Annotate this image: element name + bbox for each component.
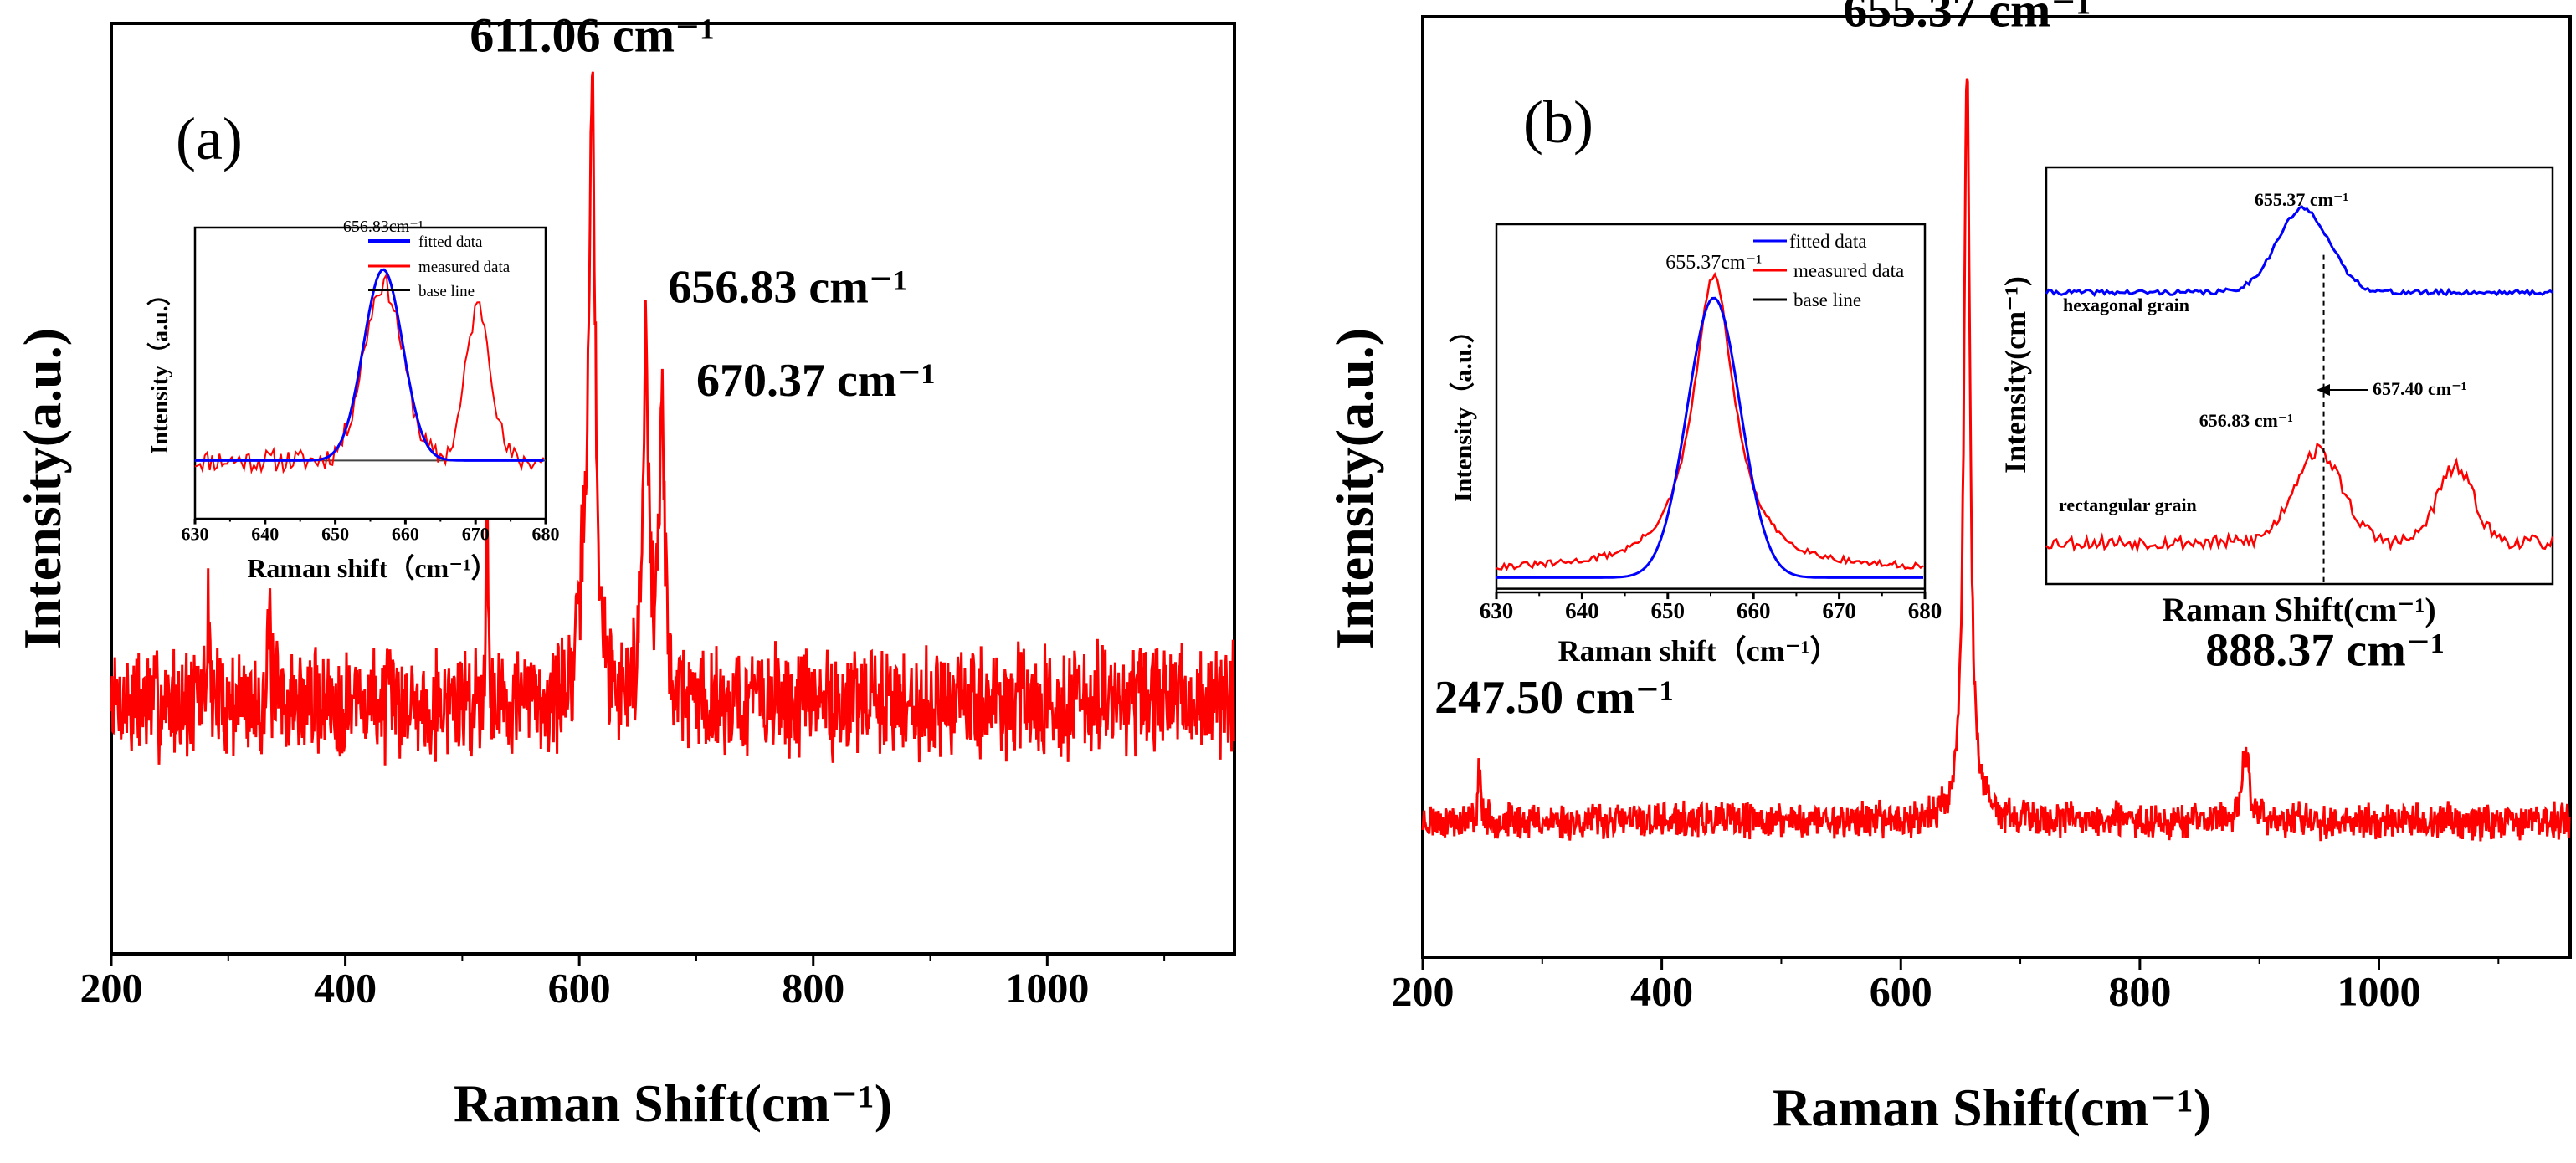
- panel-a-xlabel: Raman Shift(cm⁻¹): [454, 1073, 892, 1133]
- legend-label-measured: measured data: [418, 259, 511, 276]
- inset-b2-xlabel: Raman Shift(cm⁻¹): [2162, 591, 2436, 628]
- panel-a-annotation-656: 656.83 cm⁻¹: [668, 262, 907, 314]
- inset-b2-rectangular-line: [2045, 442, 2554, 553]
- inset-b2-label-hexagonal: hexagonal grain: [2063, 295, 2189, 315]
- inset-b1-tick-label-670: 670: [1822, 598, 1856, 623]
- inset-a-measured-line: [194, 272, 545, 475]
- inset-b1-tick-label-660: 660: [1737, 598, 1771, 623]
- panel-a-label: (a): [176, 105, 243, 172]
- inset-a-frame: [193, 226, 547, 520]
- panel-a-frame: [110, 22, 1236, 956]
- inset-b1-tick-label-640: 640: [1565, 598, 1599, 623]
- legend-b1-label-fitted: fitted data: [1789, 231, 1867, 252]
- panel-b-annotation-247: 247.50 cm⁻¹: [1434, 672, 1674, 724]
- inset-a: 630 640 650 660 670 680 656.83cm⁻¹ fitted dat…: [146, 218, 560, 583]
- panel-b-tick-label-600: 600: [1870, 968, 1932, 1015]
- panel-a-tick-label-400: 400: [314, 965, 377, 1012]
- panel-b-frame: [1421, 15, 2572, 959]
- inset-a-xlabel: Raman shift（cm⁻¹）: [247, 553, 497, 583]
- panel-b-xlabel: Raman Shift(cm⁻¹): [1773, 1078, 2211, 1137]
- inset-b2-frame: [2045, 166, 2554, 586]
- inset-a-tick-label-670: 670: [462, 523, 490, 544]
- panel-b-x-ticks: 200 400 600 800 1000: [1392, 957, 2500, 1015]
- inset-b1-fitted-line: [1496, 296, 1923, 579]
- inset-a-tick-label-650: 650: [321, 523, 349, 544]
- inset-b2-hexagonal-line: [2045, 205, 2553, 298]
- panel-b-annotation-655: 655.37 cm⁻¹: [1843, 0, 2091, 37]
- inset-b2-label-top-peak: 655.37 cm⁻¹: [2255, 189, 2348, 210]
- panel-b-tick-label-800: 800: [2108, 968, 2171, 1015]
- inset-a-fitted-line: [195, 268, 544, 462]
- panel-a-annotation-611: 611.06 cm⁻¹: [470, 8, 715, 62]
- legend-label-fitted: fitted data: [418, 233, 483, 251]
- panel-a: (a) 200 400 600 800 1000 Raman Shift(cm⁻¹) I…: [13, 8, 1236, 1133]
- panel-b: (b) 200 400 600 800 1000 Raman Shift(cm⁻¹) I…: [1325, 0, 2572, 1137]
- panel-b-spectrum-line: [1421, 78, 2571, 842]
- inset-a-peak-label: 656.83cm⁻¹: [343, 218, 423, 236]
- panel-b-annotation-888: 888.37 cm⁻¹: [2205, 625, 2445, 677]
- panel-a-x-ticks: 200 400 600 800 1000: [80, 954, 1166, 1012]
- panel-a-ylabel: Intensity(a.u.): [13, 328, 72, 649]
- inset-a-tick-label-680: 680: [532, 523, 560, 544]
- panel-b-tick-label-1000: 1000: [2337, 968, 2421, 1015]
- inset-b2-ylabel: Intensity(cm⁻¹): [1999, 276, 2032, 474]
- inset-b2-label-arrow: 657.40 cm⁻¹: [2373, 378, 2466, 399]
- inset-b1-x-ticks: 630 640 650 660 670 680: [1480, 592, 1942, 623]
- inset-b1: 630 640 650 660 670 680 655.37cm⁻¹ fitted dat…: [1449, 223, 1942, 668]
- inset-b2-label-rectangular: rectangular grain: [2059, 494, 2197, 515]
- panel-b-tick-label-400: 400: [1630, 968, 1693, 1015]
- inset-b1-xlabel: Raman shift（cm⁻¹）: [1558, 634, 1840, 668]
- arrow-head-icon: [2317, 384, 2330, 396]
- panel-a-spectrum-line: [110, 71, 1235, 766]
- panel-b-tick-label-200: 200: [1392, 968, 1455, 1015]
- inset-b1-peak-label: 655.37cm⁻¹: [1665, 252, 1762, 274]
- inset-a-tick-label-660: 660: [392, 523, 419, 544]
- legend-label-baseline: base line: [418, 283, 475, 300]
- inset-b2-arrow: [2317, 384, 2368, 396]
- panel-a-tick-label-1000: 1000: [1005, 965, 1089, 1012]
- inset-b1-tick-label-630: 630: [1480, 598, 1514, 623]
- inset-b1-legend: fitted data measured data base line: [1753, 231, 1904, 310]
- inset-b1-frame: [1495, 223, 1927, 594]
- panel-a-tick-label-600: 600: [548, 965, 611, 1012]
- legend-b1-label-baseline: base line: [1793, 289, 1861, 310]
- inset-a-tick-label-630: 630: [182, 523, 209, 544]
- inset-a-ylabel: Intensity（a.u.）: [146, 282, 173, 453]
- legend-b1-label-measured: measured data: [1793, 260, 1904, 281]
- inset-b1-tick-label-680: 680: [1908, 598, 1942, 623]
- inset-b2: 655.37 cm⁻¹ hexagonal grain 656.83 cm⁻¹ …: [1999, 166, 2554, 628]
- inset-b1-measured-line: [1496, 271, 1924, 571]
- inset-a-legend: fitted data measured data base line: [368, 233, 511, 300]
- panel-a-annotation-670: 670.37 cm⁻¹: [696, 355, 936, 407]
- inset-b1-ylabel: Intensity（a.u.）: [1449, 318, 1477, 502]
- inset-b1-tick-label-650: 650: [1651, 598, 1686, 623]
- inset-a-x-ticks: 630 640 650 660 670 680: [182, 519, 560, 544]
- panel-a-tick-label-800: 800: [782, 965, 844, 1012]
- panel-b-label: (b): [1523, 89, 1593, 156]
- panel-b-ylabel: Intensity(a.u.): [1325, 328, 1384, 649]
- inset-b2-label-bottom-peak: 656.83 cm⁻¹: [2199, 410, 2293, 431]
- inset-a-tick-label-640: 640: [251, 523, 279, 544]
- panel-a-tick-label-200: 200: [80, 965, 143, 1012]
